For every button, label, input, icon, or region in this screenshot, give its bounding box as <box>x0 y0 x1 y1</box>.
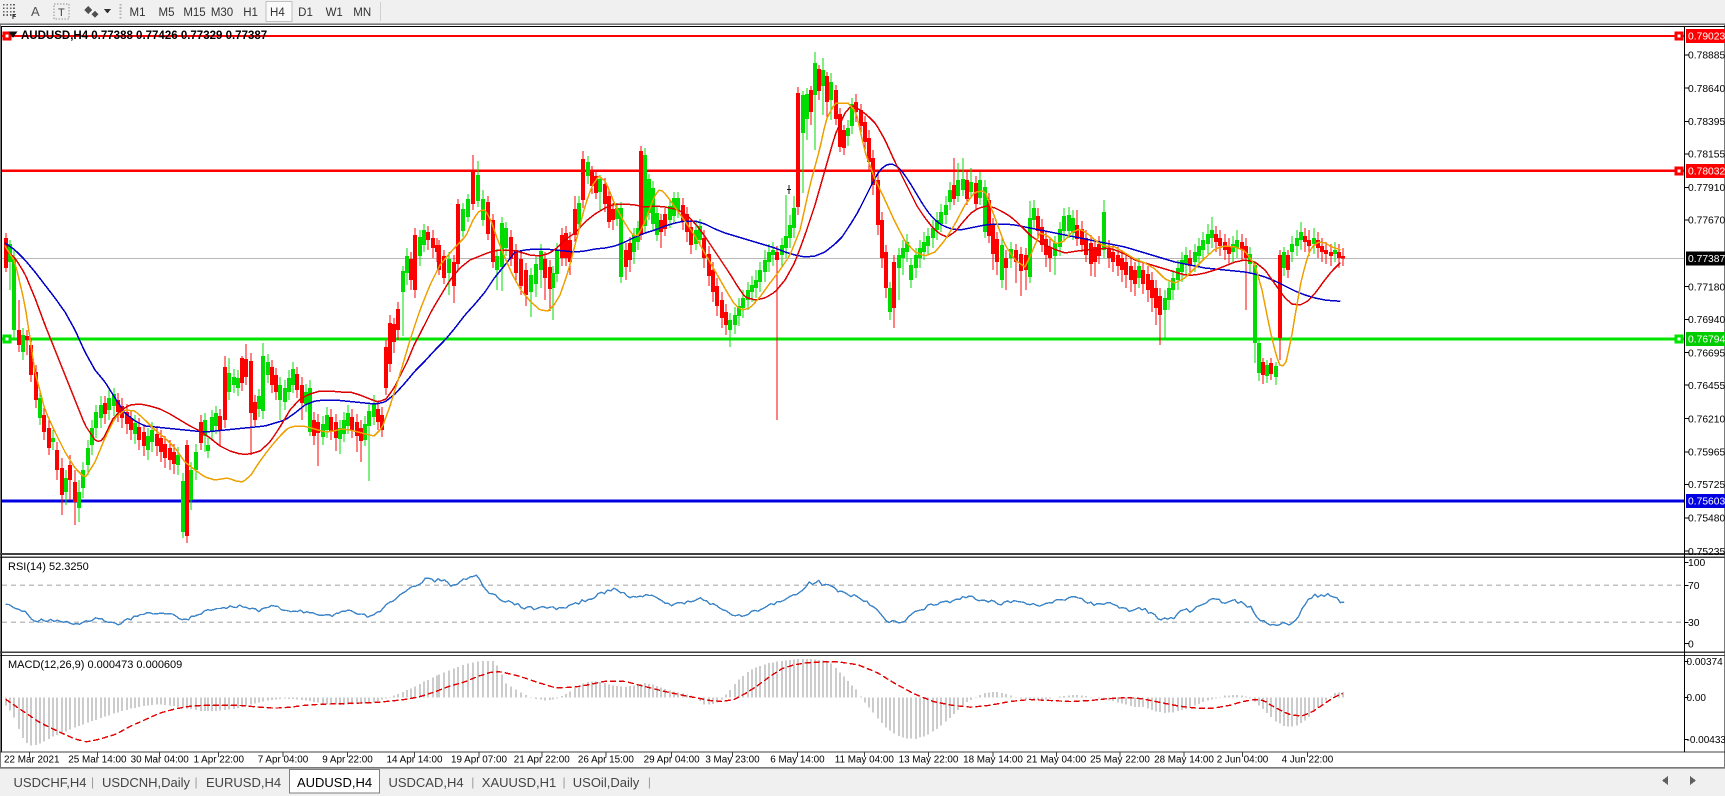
svg-text:0.78640: 0.78640 <box>1688 84 1725 95</box>
svg-text:0.75603: 0.75603 <box>1688 497 1725 508</box>
svg-text:30: 30 <box>1688 618 1700 629</box>
svg-text:0.77910: 0.77910 <box>1688 183 1725 194</box>
svg-text:F: F <box>12 14 17 21</box>
svg-text:AUDUSD,H4 0.77388 0.77426 0.7: AUDUSD,H4 0.77388 0.77426 0.77329 0.7738… <box>21 30 267 42</box>
svg-text:30 Mar 04:00: 30 Mar 04:00 <box>131 755 190 766</box>
svg-text:6 May 14:00: 6 May 14:00 <box>770 755 825 766</box>
svg-text:3 May 23:00: 3 May 23:00 <box>705 755 760 766</box>
svg-text:M15: M15 <box>183 7 205 19</box>
svg-text:0.76695: 0.76695 <box>1688 348 1725 359</box>
svg-text:0.77387: 0.77387 <box>1688 254 1725 265</box>
svg-text:USDCHF,H4: USDCHF,H4 <box>14 775 87 790</box>
svg-text:21 Apr 22:00: 21 Apr 22:00 <box>514 755 571 766</box>
svg-text:0.76940: 0.76940 <box>1688 315 1725 326</box>
svg-text:22 Mar 2021: 22 Mar 2021 <box>4 755 60 766</box>
svg-text:MN: MN <box>353 7 371 19</box>
svg-text:|: | <box>648 775 651 789</box>
svg-text:0.75480: 0.75480 <box>1688 514 1725 525</box>
svg-text:28 May 14:00: 28 May 14:00 <box>1154 755 1214 766</box>
svg-text:11 May 04:00: 11 May 04:00 <box>835 755 895 766</box>
svg-text:USDCAD,H4: USDCAD,H4 <box>388 775 463 790</box>
svg-text:0: 0 <box>1688 639 1694 650</box>
svg-text:7 Apr 04:00: 7 Apr 04:00 <box>258 755 309 766</box>
svg-text:A: A <box>31 4 40 19</box>
svg-text:RSI(14) 52.3250: RSI(14) 52.3250 <box>8 561 89 573</box>
svg-text:2 Jun 04:00: 2 Jun 04:00 <box>1217 755 1269 766</box>
svg-text:25 May 22:00: 25 May 22:00 <box>1090 755 1150 766</box>
svg-text:0.00374: 0.00374 <box>1687 657 1724 668</box>
svg-text:USDCNH,Daily: USDCNH,Daily <box>102 775 191 790</box>
svg-text:70: 70 <box>1688 581 1700 592</box>
svg-text:M30: M30 <box>211 7 233 19</box>
svg-text:M5: M5 <box>159 7 175 19</box>
svg-text:0.78395: 0.78395 <box>1688 117 1725 128</box>
svg-text:0.75235: 0.75235 <box>1688 547 1725 558</box>
svg-text:W1: W1 <box>326 7 343 19</box>
svg-text:0.78885: 0.78885 <box>1688 51 1725 62</box>
svg-text:|: | <box>91 775 94 789</box>
svg-text:0.79023: 0.79023 <box>1688 32 1725 43</box>
svg-text:13 May 22:00: 13 May 22:00 <box>899 755 959 766</box>
svg-text:D1: D1 <box>298 7 313 19</box>
svg-text:H1: H1 <box>243 7 258 19</box>
svg-text:|: | <box>194 775 197 789</box>
svg-text:29 Apr 04:00: 29 Apr 04:00 <box>644 755 701 766</box>
svg-text:XAUUSD,H1: XAUUSD,H1 <box>482 775 556 790</box>
svg-text:MACD(12,26,9) 0.000473 0.00060: MACD(12,26,9) 0.000473 0.000609 <box>8 659 182 671</box>
svg-text:21 May 04:00: 21 May 04:00 <box>1026 755 1086 766</box>
svg-text:0.75725: 0.75725 <box>1688 480 1725 491</box>
svg-text:25 Mar 14:00: 25 Mar 14:00 <box>68 755 127 766</box>
svg-text:H4: H4 <box>270 7 285 19</box>
svg-text:0.78155: 0.78155 <box>1688 150 1725 161</box>
svg-text:0.78032: 0.78032 <box>1688 167 1725 178</box>
svg-text:|: | <box>562 775 565 789</box>
svg-text:4 Jun 22:00: 4 Jun 22:00 <box>1282 755 1334 766</box>
svg-text:26 Apr 15:00: 26 Apr 15:00 <box>578 755 635 766</box>
svg-text:0.76455: 0.76455 <box>1688 381 1725 392</box>
svg-text:1 Apr 22:00: 1 Apr 22:00 <box>193 755 244 766</box>
svg-text:M1: M1 <box>130 7 146 19</box>
svg-text:0.77180: 0.77180 <box>1688 282 1725 293</box>
svg-text:0.00: 0.00 <box>1687 693 1707 704</box>
svg-text:EURUSD,H4: EURUSD,H4 <box>206 775 281 790</box>
svg-text:19 Apr 07:00: 19 Apr 07:00 <box>451 755 508 766</box>
svg-text:9 Apr 22:00: 9 Apr 22:00 <box>322 755 373 766</box>
svg-text:AUDUSD,H4: AUDUSD,H4 <box>297 775 372 790</box>
svg-text:18 May 14:00: 18 May 14:00 <box>963 755 1023 766</box>
svg-text:0.75965: 0.75965 <box>1688 448 1725 459</box>
svg-text:0.76794: 0.76794 <box>1688 335 1725 346</box>
svg-text:|: | <box>471 775 474 789</box>
svg-text:0.76210: 0.76210 <box>1688 414 1725 425</box>
svg-text:0.77670: 0.77670 <box>1688 216 1725 227</box>
svg-text:14 Apr 14:00: 14 Apr 14:00 <box>386 755 443 766</box>
svg-text:-0.00433: -0.00433 <box>1687 735 1725 746</box>
svg-text:USOil,Daily: USOil,Daily <box>573 775 640 790</box>
svg-text:100: 100 <box>1688 558 1705 569</box>
svg-text:T: T <box>58 7 65 19</box>
